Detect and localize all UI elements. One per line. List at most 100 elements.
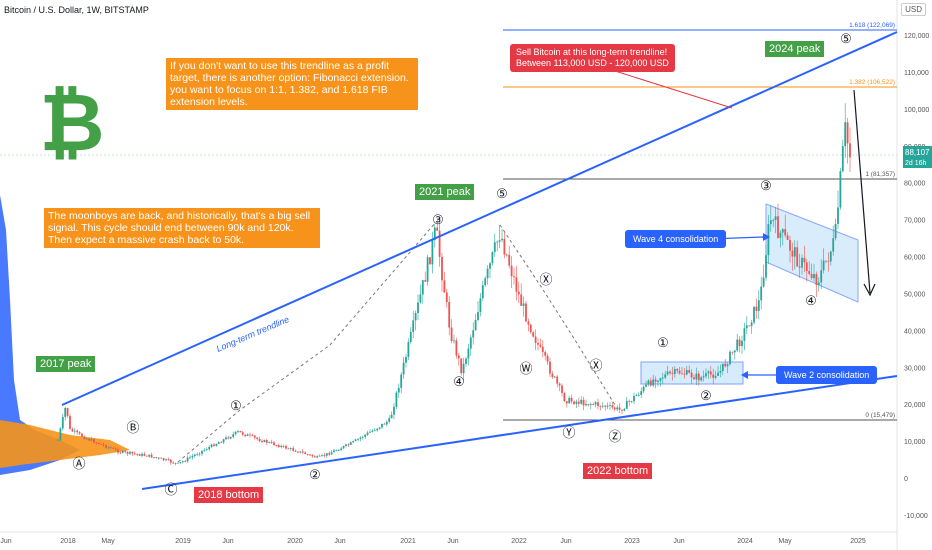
tag-2021-peak: 2021 peak xyxy=(415,184,475,200)
candle-body xyxy=(359,437,362,439)
candle-body xyxy=(244,434,247,437)
candle-body xyxy=(767,224,770,256)
candle-body xyxy=(225,437,227,440)
candle-body xyxy=(808,270,811,274)
candle-body xyxy=(280,445,283,448)
y-tick-label: 110,000 xyxy=(904,70,929,77)
current-price-label: 88,107 xyxy=(905,148,930,157)
candle-body xyxy=(191,456,194,458)
candle-body xyxy=(397,387,400,393)
candle-body xyxy=(431,240,434,265)
candle-body xyxy=(493,242,496,253)
candle-body xyxy=(714,375,717,378)
candle-body xyxy=(676,369,679,371)
candle-body xyxy=(693,377,695,380)
candle-body xyxy=(520,294,523,306)
candle-body xyxy=(839,171,842,208)
candle-body xyxy=(289,448,292,449)
candle-body xyxy=(333,450,335,453)
candle-body xyxy=(616,407,619,410)
price-axis xyxy=(897,0,932,550)
candle-body xyxy=(597,402,599,406)
candle-body xyxy=(825,260,827,262)
candle-body xyxy=(592,404,595,405)
candle-body xyxy=(760,286,763,301)
candle-body xyxy=(412,320,415,332)
candle-body xyxy=(201,450,203,454)
currency-label[interactable]: USD xyxy=(901,3,926,16)
candle-body xyxy=(352,440,355,443)
candle-body xyxy=(628,400,631,402)
candle-body xyxy=(695,373,698,380)
candle-body xyxy=(613,407,616,410)
candle-body xyxy=(844,122,847,147)
candle-body xyxy=(741,340,743,346)
candle-body xyxy=(498,240,501,242)
candle-body xyxy=(129,451,131,454)
wave-label-icon: Ⓧ xyxy=(539,272,552,287)
y-tick-label: 80,000 xyxy=(904,181,926,188)
x-tick-label: May xyxy=(101,538,115,545)
candle-body xyxy=(313,456,316,458)
candle-body xyxy=(76,430,79,433)
candle-body xyxy=(347,444,350,446)
candle-body xyxy=(671,373,674,374)
candle-body xyxy=(376,428,379,431)
candle-body xyxy=(748,325,751,327)
candle-body xyxy=(165,459,167,461)
candle-body xyxy=(268,442,271,443)
candle-body xyxy=(810,273,813,279)
candle-body xyxy=(311,454,314,457)
candle-body xyxy=(556,376,559,384)
candle-body xyxy=(673,369,676,374)
candle-body xyxy=(109,447,112,449)
wave-label-icon: Ⓑ xyxy=(126,420,139,435)
candle-body xyxy=(575,401,578,404)
candle-body xyxy=(666,371,669,375)
candle-body xyxy=(515,277,518,292)
wave2-label: Wave 2 consolidation xyxy=(776,366,878,384)
lower-trendline xyxy=(141,375,898,490)
candle-body xyxy=(234,431,237,435)
candle-body xyxy=(208,446,211,450)
candle-body xyxy=(577,401,580,404)
candle-body xyxy=(529,324,532,333)
candle-body xyxy=(407,342,410,357)
candle-body xyxy=(505,254,508,256)
candle-body xyxy=(177,462,179,464)
candle-body xyxy=(786,235,789,240)
candle-body xyxy=(73,430,76,432)
candle-body xyxy=(729,351,731,365)
candles xyxy=(57,103,851,466)
candle-body xyxy=(57,439,59,441)
candle-body xyxy=(256,437,259,439)
wave-label-icon: Ⓒ xyxy=(164,482,177,497)
candle-body xyxy=(565,401,568,404)
y-tick-label: 120,000 xyxy=(904,33,929,40)
candle-body xyxy=(78,432,81,434)
candle-body xyxy=(371,430,374,432)
candle-body xyxy=(796,247,799,267)
candle-body xyxy=(273,442,275,446)
candle-body xyxy=(265,440,268,443)
candle-body xyxy=(544,351,547,356)
candle-body xyxy=(496,241,499,243)
candle-body xyxy=(215,443,218,447)
candle-body xyxy=(736,339,739,351)
candle-body xyxy=(196,454,199,456)
candle-body xyxy=(167,459,170,461)
candle-body xyxy=(436,227,439,231)
x-tick-label: Jun xyxy=(222,538,233,545)
candle-body xyxy=(357,438,359,440)
candle-body xyxy=(285,445,287,449)
candle-body xyxy=(402,362,405,375)
fib-label: 1.618 (122,069) xyxy=(849,22,895,29)
sell-callout-line1: Sell Bitcoin at this long-term trendline… xyxy=(516,47,668,57)
candle-body xyxy=(798,266,801,268)
candle-body xyxy=(366,432,369,435)
candle-body xyxy=(66,407,69,416)
candle-body xyxy=(460,358,463,374)
candle-body xyxy=(174,462,177,464)
candle-body xyxy=(117,449,119,453)
